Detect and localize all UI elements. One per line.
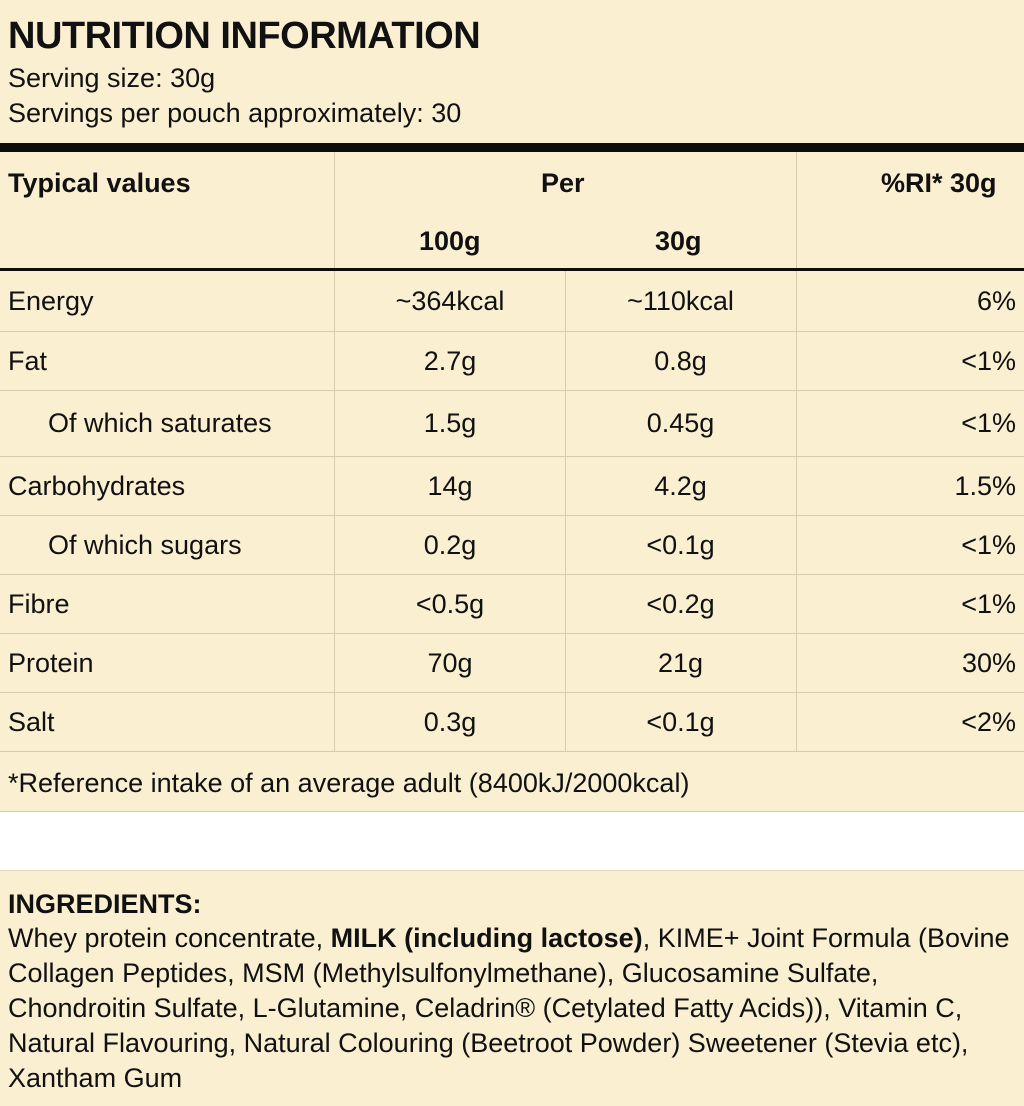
table-row-saturates: Of which saturates 1.5g 0.45g <1% — [0, 391, 1024, 456]
table-row-sugars: Of which sugars 0.2g <0.1g <1% — [0, 516, 1024, 574]
ingredients-text-start: Whey protein concentrate, — [8, 923, 331, 953]
value-per-30g: ~110kcal — [627, 286, 734, 316]
nutrition-panel: NUTRITION INFORMATION Serving size: 30g … — [0, 0, 1024, 812]
value-per-100g: 0.3g — [423, 706, 477, 737]
row-divider — [0, 633, 1024, 634]
value-per-30g: <0.1g — [646, 529, 715, 560]
value-ri: 30% — [961, 647, 1016, 678]
ingredients-list: Whey protein concentrate, MILK (includin… — [8, 921, 1013, 1096]
value-per-30g: <0.2g — [646, 588, 715, 619]
column-divider — [796, 271, 797, 752]
value-per-30g: 0.45g — [646, 408, 715, 438]
table-row-salt: Salt 0.3g <0.1g <2% — [0, 693, 1024, 751]
row-divider — [0, 390, 1024, 391]
column-divider — [334, 271, 335, 752]
column-divider — [796, 152, 797, 268]
table-header-rule — [0, 268, 1024, 271]
table-row-carbohydrates: Carbohydrates 14g 4.2g 1.5% — [0, 457, 1024, 515]
allergen-highlight: MILK (including lactose) — [330, 923, 643, 953]
value-ri: <1% — [961, 588, 1016, 619]
table-row-fibre: Fibre <0.5g <0.2g <1% — [0, 575, 1024, 633]
nutrient-name: Energy — [8, 286, 94, 316]
value-per-100g: 14g — [427, 470, 473, 501]
value-per-30g: <0.1g — [646, 706, 715, 737]
value-ri: 1.5% — [954, 470, 1016, 501]
column-divider — [565, 271, 566, 752]
row-divider — [0, 456, 1024, 457]
table-row-energy: Energy ~364kcal ~110kcal 6% — [0, 272, 1024, 331]
value-ri: <1% — [961, 345, 1016, 376]
table-row-fat: Fat 2.7g 0.8g <1% — [0, 332, 1024, 390]
ingredients-title: INGREDIENTS: — [8, 889, 202, 919]
nutrient-name: Fat — [8, 345, 48, 376]
header-divider-bar — [0, 143, 1024, 152]
row-divider — [0, 331, 1024, 332]
row-divider — [0, 751, 1024, 752]
serving-size: Serving size: 30g — [8, 63, 216, 93]
nutrient-name: Carbohydrates — [8, 470, 186, 501]
ingredients-panel: INGREDIENTS: Whey protein concentrate, M… — [0, 870, 1024, 1106]
nutrient-name: Of which saturates — [48, 408, 272, 438]
value-per-100g: 1.5g — [423, 408, 477, 438]
row-divider — [0, 574, 1024, 575]
row-divider — [0, 692, 1024, 693]
value-per-30g: 4.2g — [654, 470, 707, 501]
value-per-100g: <0.5g — [415, 588, 485, 619]
table-row-protein: Protein 70g 21g 30% — [0, 634, 1024, 692]
header-typical-values: Typical values — [8, 168, 191, 198]
header-per: Per — [541, 168, 585, 198]
nutrient-name: Fibre — [8, 588, 70, 619]
column-divider — [334, 152, 335, 268]
ingredients-text-rest: , KIME+ Joint Formula (Bovine Collagen P… — [8, 923, 1010, 1093]
nutrient-name: Of which sugars — [48, 529, 242, 560]
nutrition-title: NUTRITION INFORMATION — [8, 15, 481, 57]
value-per-100g: 2.7g — [423, 345, 477, 376]
header-ri: %RI* 30g — [881, 168, 997, 198]
value-ri: <1% — [961, 529, 1016, 560]
header-per-100g: 100g — [419, 226, 481, 256]
value-per-30g: 0.8g — [654, 345, 707, 376]
nutrient-name: Salt — [8, 706, 55, 737]
value-ri: <1% — [961, 408, 1016, 438]
row-divider — [0, 811, 1024, 812]
value-per-100g: 0.2g — [423, 529, 477, 560]
row-divider — [0, 515, 1024, 516]
header-per-30g: 30g — [655, 226, 702, 256]
value-per-30g: 21g — [657, 647, 704, 678]
value-per-100g: 70g — [427, 647, 473, 678]
value-ri: 6% — [976, 286, 1016, 316]
servings-per-pouch: Servings per pouch approximately: 30 — [8, 98, 462, 128]
value-per-100g: ~364kcal — [395, 286, 505, 316]
reference-intake-footnote: *Reference intake of an average adult (8… — [8, 768, 690, 798]
nutrient-name: Protein — [8, 647, 94, 678]
value-ri: <2% — [961, 706, 1016, 737]
